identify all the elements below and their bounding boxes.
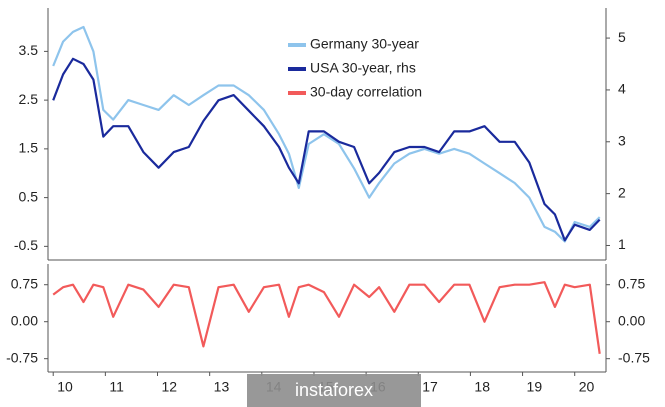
watermark-box xyxy=(247,374,421,407)
y-tick-label: 2.5 xyxy=(19,91,39,107)
x-tick-label: 18 xyxy=(474,379,490,395)
watermark: instaforex xyxy=(295,380,373,400)
y2-tick-label: 1 xyxy=(618,236,626,252)
data-line xyxy=(52,57,601,242)
x-tick-label: 19 xyxy=(527,379,543,395)
y2-tick-label: 5 xyxy=(618,29,626,45)
y2-tick-label: 2 xyxy=(618,184,626,200)
y2-tick-label: 0.75 xyxy=(618,275,645,291)
legend-label: Germany 30-year xyxy=(310,36,419,52)
x-tick-label: 17 xyxy=(422,379,438,395)
legend-label: 30-day correlation xyxy=(310,84,422,100)
x-tick-label: 20 xyxy=(579,379,595,395)
data-line xyxy=(52,25,601,243)
y-tick-label: 1.5 xyxy=(19,140,39,156)
data-line xyxy=(52,281,601,354)
y2-tick-label: 4 xyxy=(618,81,626,97)
x-tick-label: 12 xyxy=(162,379,178,395)
x-tick-label: 11 xyxy=(109,379,124,395)
y-tick-label: 0.75 xyxy=(11,275,38,291)
y-tick-label: 0.00 xyxy=(11,312,38,328)
x-tick-label: 10 xyxy=(57,379,73,395)
y-tick-label: 3.5 xyxy=(19,42,39,58)
legend-label: USA 30-year, rhs xyxy=(310,60,416,76)
y-tick-label: -0.75 xyxy=(6,349,38,365)
y2-tick-label: 0.00 xyxy=(618,312,645,328)
y-tick-label: 0.5 xyxy=(19,188,39,204)
y-tick-label: -0.5 xyxy=(14,237,38,253)
x-tick-label: 13 xyxy=(214,379,230,395)
y2-tick-label: 3 xyxy=(618,132,626,148)
y2-tick-label: -0.75 xyxy=(618,349,650,365)
